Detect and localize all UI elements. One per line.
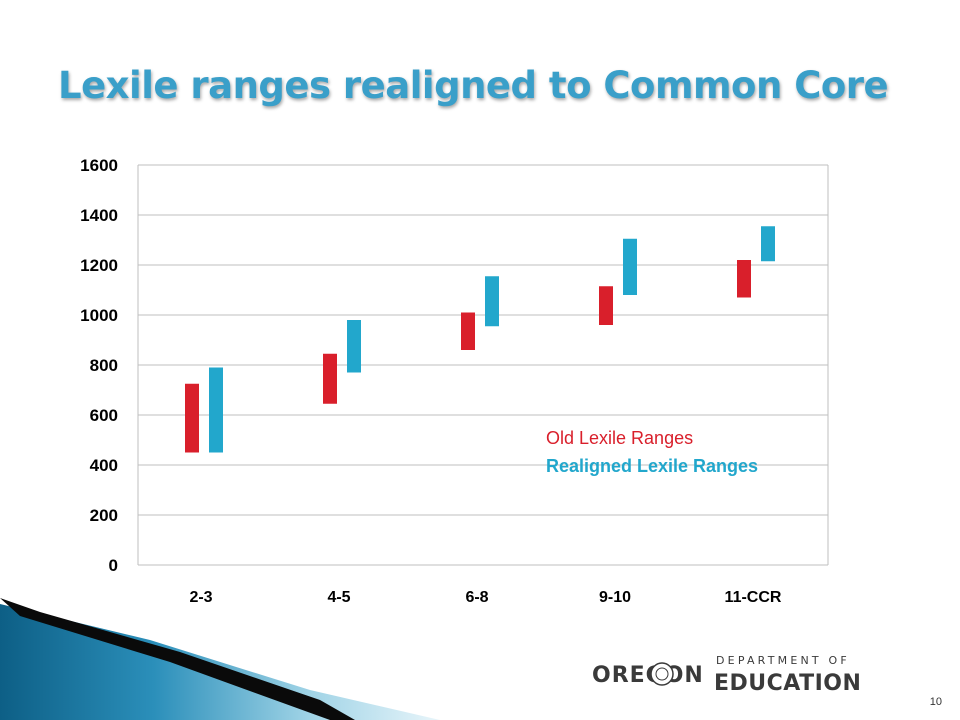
legend-entry-old: Old Lexile Ranges [546,428,693,448]
slide-number: 10 [929,696,942,708]
range-bar-realigned [485,276,499,327]
logo-department-text: DEPARTMENT OF [716,654,850,667]
slide-title: Lexile ranges realigned to Common Core [58,64,889,107]
x-tick-label: 6-8 [465,589,488,606]
range-bar-old [323,353,337,404]
y-tick-label: 800 [90,356,118,375]
y-tick-label: 1000 [80,306,118,325]
x-tick-label: 2-3 [189,589,212,606]
y-tick-label: 0 [109,556,118,575]
range-bar-realigned [209,367,223,453]
range-bar-old [461,312,475,350]
range-bar-realigned [623,238,637,295]
state-seal-inner-icon [655,667,669,681]
y-tick-label: 1200 [80,256,118,275]
y-tick-label: 200 [90,506,118,525]
y-tick-label: 1400 [80,206,118,225]
range-bar-old [185,383,199,453]
x-tick-label: 4-5 [327,589,350,606]
y-tick-label: 400 [90,456,118,475]
x-tick-label: 9-10 [599,589,631,606]
legend-entry-realigned: Realigned Lexile Ranges [546,456,758,476]
range-bar-realigned [761,226,775,262]
logo-education-text: EDUCATION [714,671,861,696]
range-bar-realigned [347,320,361,373]
state-seal-icon [650,662,674,686]
range-bar-old [737,260,751,298]
oregon-department-of-education-logo: OREGON DEPARTMENT OF EDUCATION [592,654,861,696]
y-tick-label: 1600 [80,156,118,175]
logo-oregon-text: OREGON [592,663,704,688]
y-tick-label: 600 [90,406,118,425]
x-tick-label: 11-CCR [725,589,782,606]
range-bar-old [599,286,613,325]
